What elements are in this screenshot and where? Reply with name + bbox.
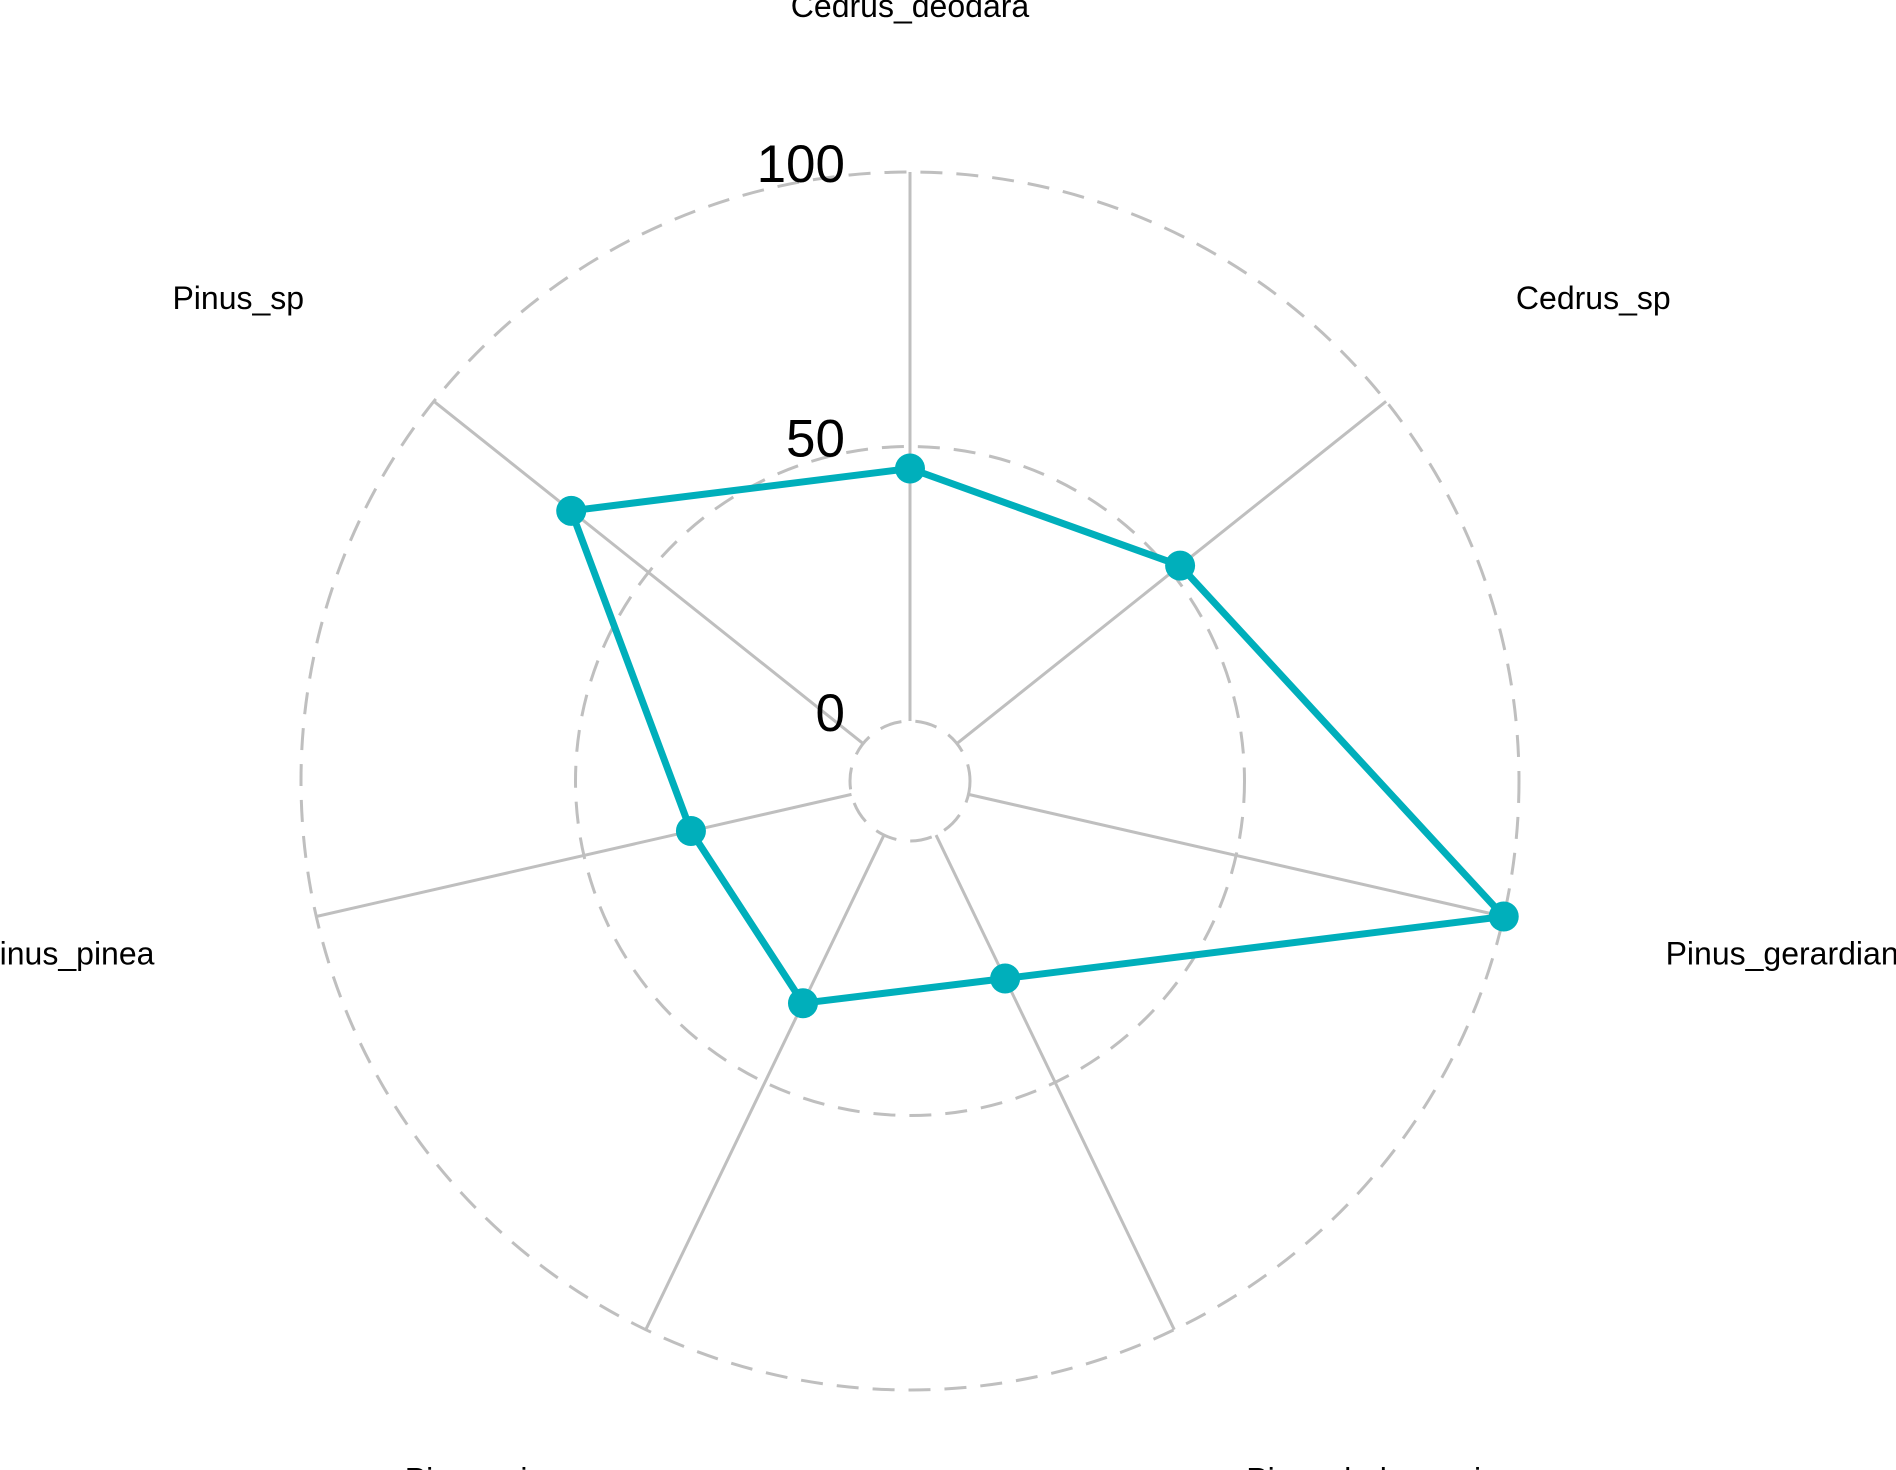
grid-circle-100	[299, 170, 1521, 1392]
spoke-Pinus_nigra	[644, 834, 886, 1331]
spoke-Pinus_sp	[432, 400, 865, 745]
series-line-0	[567, 465, 1508, 1007]
data-point-Pinus_pinea	[675, 816, 706, 847]
data-point-Pinus_sp	[556, 495, 587, 526]
grid-circle-50	[574, 445, 1246, 1117]
data-point-Pinus_nigra	[787, 988, 818, 1019]
axis-label-Pinus_gerardiana: Pinus_gerardiana	[1666, 935, 1896, 971]
axis-label-Pinus_halepensis: Pinus_halepensis	[1246, 1461, 1497, 1470]
data-point-Pinus_gerardiana	[1488, 901, 1519, 932]
grid-circle-0	[848, 719, 972, 843]
spoke-Pinus_halepensis	[934, 834, 1176, 1331]
data-point-Cedrus_deodara	[895, 453, 925, 484]
grid-label-50: 50	[786, 410, 845, 469]
data-point-Cedrus_sp	[1165, 550, 1196, 581]
spoke-Pinus_gerardiana	[968, 792, 1505, 918]
axis-label-Pinus_pinea: Pinus_pinea	[0, 935, 155, 971]
grid-label-100: 100	[757, 135, 845, 194]
axis-label-Cedrus_sp: Cedrus_sp	[1516, 280, 1671, 316]
grid-label-0: 0	[816, 684, 845, 743]
data-point-Pinus_halepensis	[990, 963, 1021, 994]
axis-label-Cedrus_deodara: Cedrus_deodara	[791, 0, 1030, 24]
axis-label-Pinus_sp: Pinus_sp	[172, 280, 304, 316]
spoke-Pinus_pinea	[315, 792, 852, 918]
axis-label-Pinus_nigra: Pinus_nigra	[405, 1461, 574, 1470]
